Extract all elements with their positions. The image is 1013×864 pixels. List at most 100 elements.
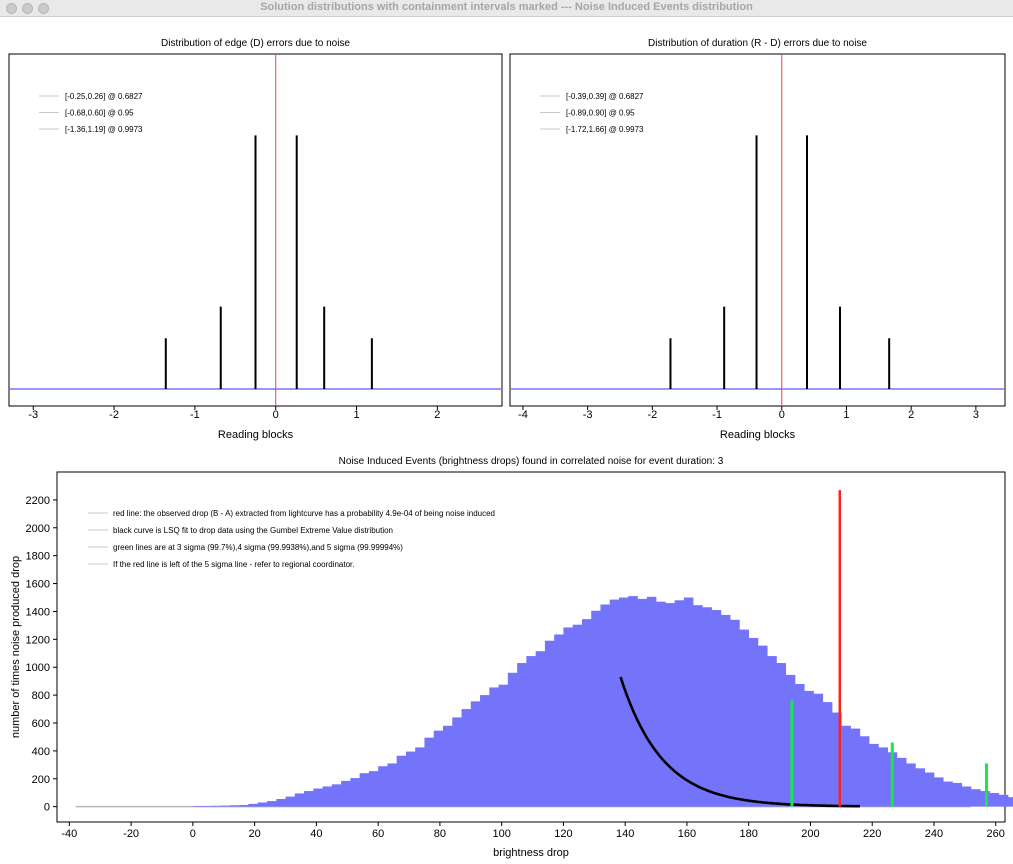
histogram-bar (535, 651, 546, 807)
histogram-bar (878, 747, 888, 807)
histogram-bar (563, 627, 573, 807)
legend-entry: black curve is LSQ fit to drop data usin… (113, 526, 393, 535)
chart-title: Distribution of edge (D) errors due to n… (161, 38, 350, 49)
histogram-bar (776, 663, 787, 807)
histogram-bar (359, 773, 370, 807)
histogram-bar (841, 725, 851, 807)
histogram-bar (285, 796, 296, 807)
histogram-bar (387, 763, 397, 807)
histogram-bar (757, 645, 768, 807)
histogram-bar (619, 597, 629, 807)
histogram-bar (730, 619, 740, 807)
histogram-bar (489, 687, 499, 807)
histogram-bar (554, 634, 564, 807)
histogram-bar (526, 656, 536, 807)
histogram-bar (971, 789, 981, 807)
y-tick-label: 1400 (26, 606, 50, 618)
histogram-bar (572, 624, 583, 807)
x-tick-label: 80 (434, 828, 446, 840)
y-axis-label: number of times noise produced drop (10, 556, 22, 738)
histogram-bar (1008, 797, 1013, 807)
x-tick-label: 1 (843, 409, 849, 421)
y-tick-label: 400 (32, 746, 50, 758)
minimize-window-icon[interactable] (22, 3, 33, 14)
histogram-bar (813, 693, 824, 807)
x-tick-label: 0 (190, 828, 196, 840)
y-tick-label: 1800 (26, 551, 50, 563)
histogram-bar (915, 768, 926, 807)
x-axis-label: Reading blocks (218, 429, 294, 441)
histogram-bar (405, 751, 416, 807)
histogram-bar (350, 778, 360, 807)
histogram-bar (656, 601, 666, 807)
chart-title: Distribution of duration (R - D) errors … (648, 38, 867, 49)
y-tick-label: 200 (32, 774, 50, 786)
histogram-bar (896, 757, 907, 807)
legend-entry: [-0.39,0.39] @ 0.6827 (566, 92, 644, 101)
histogram-bar (795, 683, 805, 807)
histogram-bar (581, 619, 592, 807)
y-tick-label: 600 (32, 718, 50, 730)
window-titlebar: Solution distributions with containment … (0, 0, 1013, 17)
legend-entry: [-0.68,0.60] @ 0.95 (65, 109, 134, 118)
x-tick-label: 100 (492, 828, 510, 840)
histogram-bar (628, 596, 638, 807)
histogram-bar (415, 747, 425, 807)
x-tick-label: -1 (190, 409, 200, 421)
histogram-bar (693, 605, 703, 807)
window-title: Solution distributions with containment … (260, 1, 753, 13)
histogram-bar (470, 701, 481, 807)
histogram-bar (600, 604, 611, 807)
histogram-bar (683, 597, 694, 807)
x-tick-label: 20 (249, 828, 261, 840)
legend-entry: [-0.25,0.26] @ 0.6827 (65, 92, 143, 101)
histogram-bars (192, 596, 1013, 807)
histogram-bar (646, 596, 657, 807)
histogram-bar (933, 777, 944, 807)
histogram-bar (452, 717, 462, 807)
histogram-bar (202, 805, 212, 807)
histogram-bar (544, 640, 555, 807)
close-window-icon[interactable] (6, 3, 17, 14)
x-tick-label: 2 (908, 409, 914, 421)
histogram-bar (591, 610, 601, 807)
histogram-bar (711, 610, 722, 807)
legend-entry: If the red line is left of the 5 sigma l… (113, 560, 354, 569)
histogram-bar (378, 766, 388, 807)
histogram-bar (248, 803, 259, 807)
histogram-bar (294, 793, 305, 807)
histogram-bar (702, 607, 712, 807)
legend-entry: [-1.72,1.66] @ 0.9973 (566, 125, 644, 134)
histogram-bar (442, 725, 453, 807)
histogram-bar (480, 695, 490, 807)
histogram-bar (341, 780, 351, 807)
x-tick-label: -3 (583, 409, 593, 421)
histogram-bar (748, 637, 759, 807)
x-tick-label: 0 (779, 409, 785, 421)
histogram-bar (368, 771, 379, 807)
histogram-bar (322, 786, 333, 807)
y-tick-label: 2000 (26, 523, 50, 535)
y-tick-label: 1600 (26, 579, 50, 591)
histogram-bar (952, 782, 963, 807)
x-tick-label: -2 (109, 409, 119, 421)
x-tick-label: 260 (987, 828, 1005, 840)
histogram-bar (924, 772, 935, 807)
histogram-bar (211, 805, 221, 807)
histogram-bar (229, 805, 240, 807)
histogram-bar (832, 712, 842, 807)
histogram-bar (943, 781, 953, 807)
legend-entry: green lines are at 3 sigma (99.7%),4 sig… (113, 543, 403, 552)
histogram-bar (313, 788, 323, 807)
x-tick-label: 40 (310, 828, 322, 840)
legend-entry: [-0.89,0.90] @ 0.95 (566, 109, 635, 118)
histogram-bar (433, 730, 444, 807)
x-tick-label: 120 (554, 828, 572, 840)
x-tick-label: 240 (925, 828, 943, 840)
x-axis-label: brightness drop (493, 847, 569, 859)
zoom-window-icon[interactable] (38, 3, 49, 14)
y-tick-label: 0 (44, 802, 50, 814)
histogram-bar (609, 599, 620, 807)
histogram-bar (822, 702, 833, 807)
histogram-bar (859, 736, 870, 807)
